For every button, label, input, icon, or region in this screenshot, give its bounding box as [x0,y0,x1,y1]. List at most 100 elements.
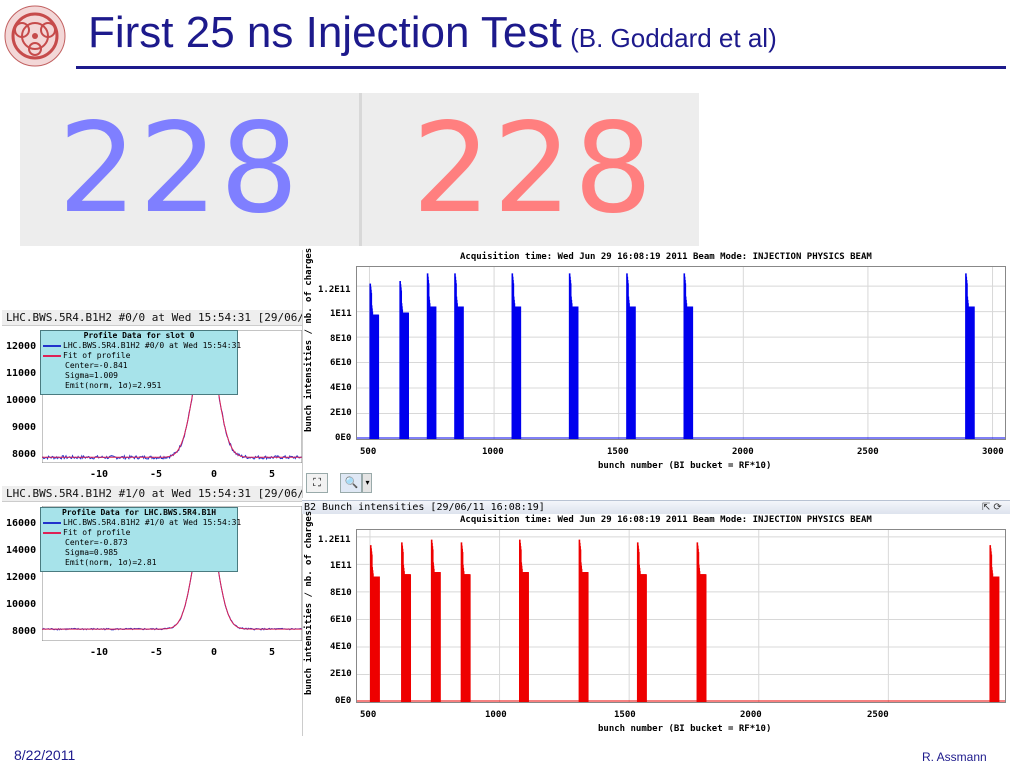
zoom-dropdown-icon[interactable]: ▾ [362,473,373,493]
refresh-icon[interactable]: ⟳ [993,502,1002,513]
counter-divider [359,93,362,246]
y-tick-label: 4E10 [330,642,352,652]
bunch-bar [407,312,409,439]
y-tick-label: 1.2E11 [318,535,351,545]
fit-emittance: Emit(norm, 1σ)=2.81 [65,558,157,567]
legend-fit: Fit of profile [41,528,237,538]
b2-acquisition-title: Acquisition time: Wed Jun 29 16:08:19 20… [460,515,872,525]
bunch-bar [691,306,694,439]
y-tick-label: 1E11 [330,309,352,319]
y-tick-label: 12000 [6,572,37,583]
y-tick-label: 0E0 [335,433,352,443]
wire-scan-header: LHC.BWS.5R4.B1H2 #1/0 at Wed 15:54:31 [2… [2,486,302,502]
fit-swatch [43,354,61,357]
x-tick-label: 500 [360,710,377,720]
fit-center: Center=-0.841 [65,361,128,370]
y-tick-label: 12000 [6,341,37,352]
x-tick-label: 5 [269,469,276,480]
beam2-bunch-count: 228 [412,97,655,241]
x-tick-label: -5 [150,469,163,480]
y-tick-label: 8000 [12,626,37,637]
y-tick-label: 9000 [12,422,37,433]
x-tick-label: 0 [211,647,218,658]
fit-sigma: Sigma=1.009 [65,371,118,380]
bunch-bar [527,572,529,702]
zoom-icon[interactable]: 🔍 [340,473,363,493]
y-tick-label: 0E0 [335,696,352,706]
wire-scan-legend-2: Profile Data for LHC.BWS.5R4.B1H LHC.BWS… [40,507,241,572]
x-tick-label: 0 [211,469,218,480]
x-tick-label: 1000 [482,447,504,457]
x-tick-label: 1500 [614,710,636,720]
fit-view-icon[interactable]: ⛶ [306,473,328,493]
wire-scan-legend-1: Profile Data for slot 0 LHC.BWS.5R4.B1H2… [40,330,241,395]
title-credit: (B. Goddard et al) [570,23,777,53]
bunch-bar [704,574,707,702]
y-tick-label: 16000 [6,518,37,529]
b1-acquisition-title: Acquisition time: Wed Jun 29 16:08:19 20… [460,252,872,262]
b2-window-header: B2 Bunch intensities [29/06/11 16:08:19] [302,500,1010,514]
bunch-bar [439,572,441,702]
fit-sigma: Sigma=0.985 [65,548,118,557]
x-tick-label: 2000 [740,710,762,720]
bunch-bar [434,306,437,439]
bunch-bar [469,574,471,702]
bunch-bar [645,574,647,702]
y-tick-label: 6E10 [330,358,352,368]
x-tick-label: 1500 [607,447,629,457]
legend-fit: Fit of profile [41,351,237,361]
y-tick-label: 8E10 [330,334,352,344]
x-tick-label: 3000 [982,447,1004,457]
slide-title: First 25 ns Injection Test (B. Goddard e… [88,8,777,58]
bunch-bar [378,576,380,702]
x-tick-label: -10 [90,647,109,658]
x-tick-label: -5 [150,647,163,658]
x-tick-label: 2500 [857,447,879,457]
bunch-bar [377,314,380,439]
series-swatch [43,521,61,524]
b2-bunch-chart [357,530,1005,702]
x-tick-label: 2500 [867,710,889,720]
lhc-logo-icon [4,5,66,67]
b2-x-axis-title: bunch number (BI bucket = RF*10) [598,724,772,734]
series-swatch [43,344,61,347]
bunch-bar [586,572,589,702]
detach-icon[interactable]: ⇱ [982,502,991,513]
legend-series: LHC.BWS.5R4.B1H2 #1/0 at Wed 15:54:31 [41,518,241,528]
title-divider [76,66,1006,69]
wire-scan-header: LHC.BWS.5R4.B1H2 #0/0 at Wed 15:54:31 [2… [2,310,302,326]
x-tick-label: -10 [90,469,109,480]
y-tick-label: 6E10 [330,615,352,625]
title-main: First 25 ns Injection Test [88,8,562,57]
y-tick-label: 2E10 [330,408,352,418]
bunch-bar [576,306,579,439]
y-tick-label: 10000 [6,395,37,406]
b2-y-axis-title: bunch intensities / nb. of charges [304,510,314,695]
y-tick-label: 8000 [12,449,37,460]
bunch-bar [409,574,412,702]
y-tick-label: 4E10 [330,383,352,393]
fit-swatch [43,531,61,534]
x-tick-label: 5 [269,647,276,658]
footer-date: 8/22/2011 [14,747,76,763]
x-tick-label: 500 [360,447,377,457]
b1-plot-frame [356,266,1006,440]
bunch-bar [973,306,975,439]
x-tick-label: 1000 [485,710,507,720]
beam1-bunch-count: 228 [58,97,301,241]
y-tick-label: 2E10 [330,669,352,679]
b1-y-axis-title: bunch intensities / nb. of charges [304,247,314,432]
legend-title: Profile Data for slot 0 [83,331,195,340]
footer-author: R. Assmann [922,750,987,764]
profile-fit-line [42,514,302,630]
fit-center: Center=-0.873 [65,538,128,547]
y-tick-label: 14000 [6,545,37,556]
chart-toolbar: ⛶ 🔍 ▾ [306,473,376,495]
bunch-bar [519,306,522,439]
y-tick-label: 1.2E11 [318,285,351,295]
legend-title: Profile Data for LHC.BWS.5R4.B1H [61,508,217,517]
b1-x-axis-title: bunch number (BI bucket = RF*10) [598,461,772,471]
bunch-bar [997,576,1000,702]
fit-emittance: Emit(norm, 1σ)=2.951 [65,381,162,390]
